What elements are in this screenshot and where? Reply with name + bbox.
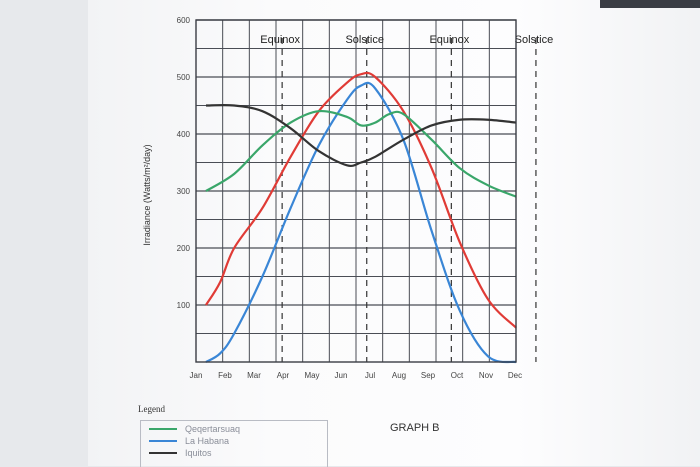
series-line xyxy=(205,109,517,198)
season-marker-label: Equinox xyxy=(260,34,300,46)
legend-swatch xyxy=(149,440,177,442)
season-marker-label: Solstice xyxy=(345,34,384,46)
x-tick-label: Apr xyxy=(277,371,290,380)
x-tick-label: Jul xyxy=(365,371,375,380)
x-tick-label: Sep xyxy=(421,371,436,380)
x-tick-label: Jun xyxy=(335,371,348,380)
graph-label: GRAPH B xyxy=(390,422,440,434)
y-tick-label: 600 xyxy=(177,16,191,25)
legend-title: Legend xyxy=(138,404,165,414)
x-tick-label: Jan xyxy=(190,371,203,380)
y-tick-label: 400 xyxy=(177,130,191,139)
plot-frame xyxy=(195,19,517,363)
legend-swatch xyxy=(149,428,177,430)
series-line xyxy=(205,103,517,168)
x-tick-label: Feb xyxy=(218,371,232,380)
chart-grid xyxy=(196,19,517,362)
x-tick-label: Mar xyxy=(247,371,261,380)
season-markers: Equinox Solstice Equinox Solstice xyxy=(260,34,553,362)
x-tick-label: May xyxy=(304,371,319,380)
series-line xyxy=(205,81,517,364)
x-tick-label: Nov xyxy=(479,371,493,380)
y-tick-label: 200 xyxy=(177,244,191,253)
legend-swatch xyxy=(149,452,177,454)
chart-series xyxy=(205,71,517,364)
legend-label: Qeqertarsuaq xyxy=(185,424,241,434)
y-tick-label: 300 xyxy=(177,187,191,196)
legend-label: La Habana xyxy=(185,436,230,446)
window-edge xyxy=(600,0,700,8)
paper-sheet xyxy=(88,0,700,466)
season-marker-label: Solstice xyxy=(515,34,554,46)
x-tick-label: Oct xyxy=(451,371,464,380)
legend-box: Qeqertarsuaq La Habana Iquitos xyxy=(140,420,328,467)
y-tick-label: 100 xyxy=(177,301,191,310)
series-line xyxy=(205,71,517,329)
legend-label: Iquitos xyxy=(185,448,212,458)
y-axis-label: Irradiance (Watts/m²/day) xyxy=(142,144,152,245)
x-tick-label: Dec xyxy=(508,371,522,380)
chart-axes: 100 200 300 400 500 600 Jan Feb Mar Apr May Jun Jul A… xyxy=(177,16,522,380)
x-tick-label: Aug xyxy=(392,371,406,380)
season-marker-label: Equinox xyxy=(429,34,469,46)
y-tick-label: 500 xyxy=(177,73,191,82)
